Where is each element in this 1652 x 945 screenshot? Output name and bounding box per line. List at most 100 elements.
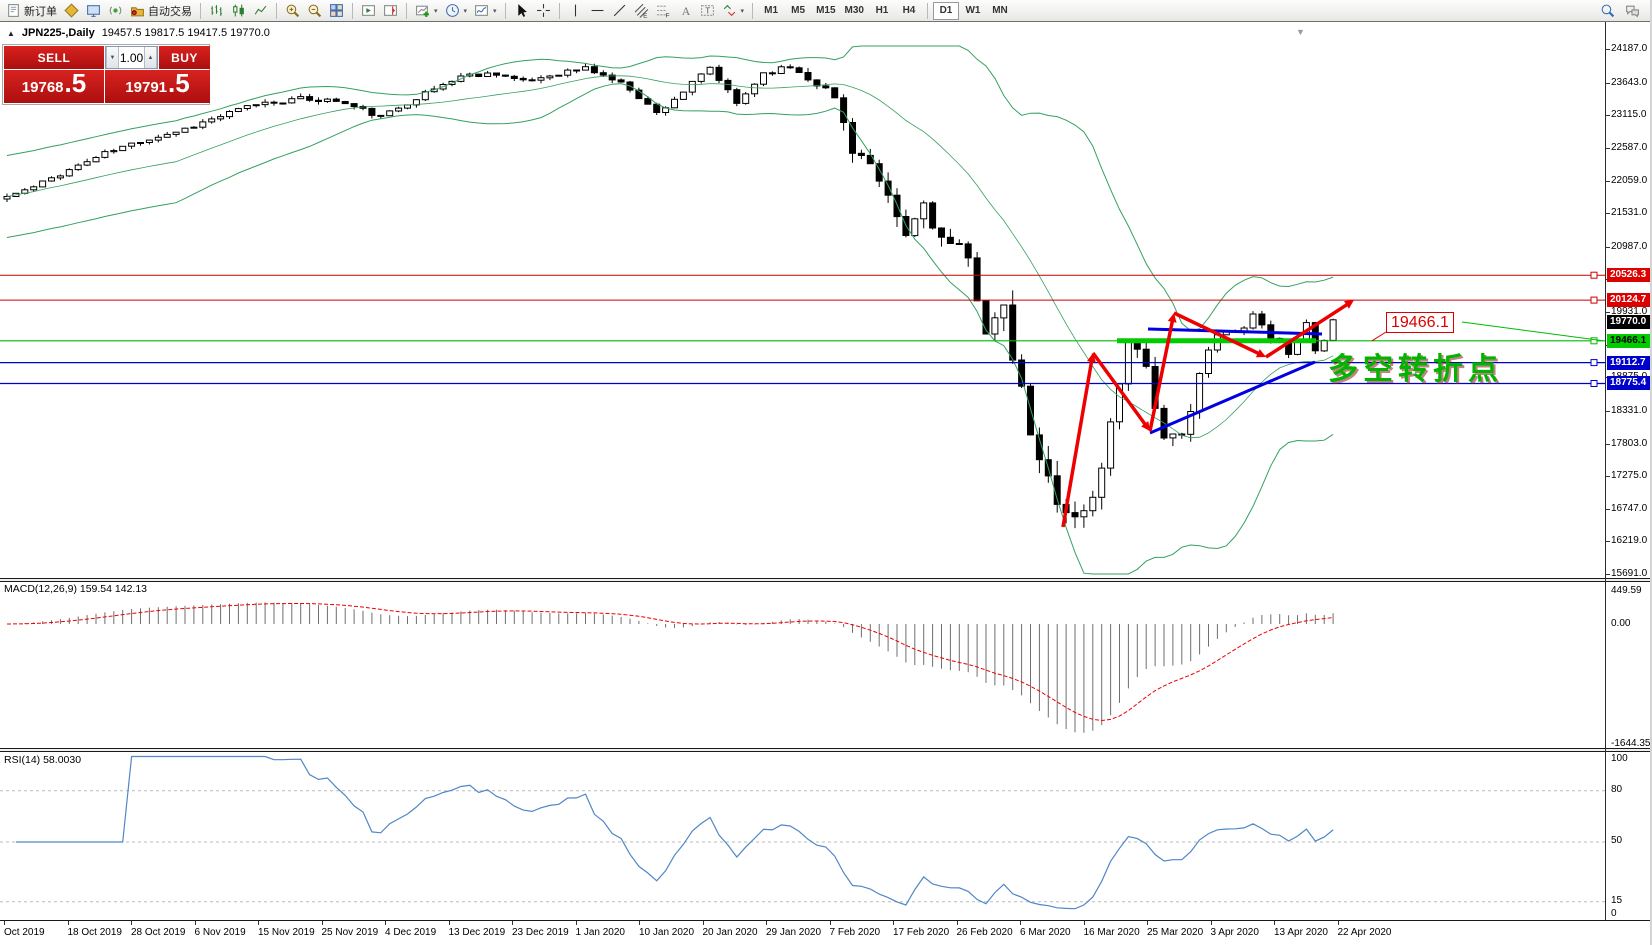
market-watch-button[interactable]: [61, 1, 82, 21]
zoom-in-button[interactable]: [282, 1, 303, 21]
volume-increase-button[interactable]: ▲: [144, 47, 157, 68]
timeframe-m30-button[interactable]: M30: [841, 2, 868, 20]
shapes-button[interactable]: ▾: [719, 1, 748, 21]
label-icon: T: [700, 3, 715, 18]
cursor-button[interactable]: [511, 1, 532, 21]
sell-price-button[interactable]: 19768 .5: [4, 70, 104, 103]
autoscroll-button[interactable]: [358, 1, 379, 21]
timeframe-h4-button[interactable]: H4: [896, 2, 922, 20]
search-button[interactable]: [1597, 1, 1618, 21]
svg-text:A: A: [681, 5, 690, 18]
timeframe-m5-button[interactable]: M5: [785, 2, 811, 20]
date-tick: [321, 921, 323, 925]
date-label: 3 Apr 2020: [1210, 927, 1259, 938]
timeframe-m1-button[interactable]: M1: [758, 2, 784, 20]
annotation-cn-text[interactable]: 多空转折点: [1328, 353, 1503, 386]
price-tick: [1605, 541, 1610, 542]
toolbar: 新订单 自动交易 ▾ ▾ ▾ E F A T ▾ M1 M5 M15 M30 H1 H4 D1 W1 MN: [0, 0, 1650, 22]
rsi-panel-canvas[interactable]: [0, 752, 1605, 920]
line-chart-button[interactable]: [250, 1, 271, 21]
buy-price-frac: .5: [168, 68, 190, 98]
zoom-out-button[interactable]: [304, 1, 325, 21]
tile-windows-button[interactable]: [326, 1, 347, 21]
date-tick: [829, 921, 831, 925]
price-tick-label: 16219.0: [1611, 535, 1648, 546]
price-tick-label: 20987.0: [1611, 241, 1648, 252]
volume-decrease-button[interactable]: ▼: [106, 47, 119, 68]
new-order-button[interactable]: 新订单: [3, 1, 60, 21]
price-tick-label: 17803.0: [1611, 438, 1648, 449]
chart-shift-button[interactable]: [380, 1, 401, 21]
date-tick: [194, 921, 196, 925]
date-axis-border: [0, 920, 1650, 921]
price-axis-border: [1605, 22, 1606, 920]
rsi-scale-label: 50: [1611, 835, 1623, 846]
toolbar-separator: [752, 2, 754, 19]
annotation-price-label[interactable]: 19466.1: [1386, 312, 1454, 333]
timeframe-mn-button[interactable]: MN: [987, 2, 1013, 20]
vline-icon: [568, 3, 583, 18]
macd-label: MACD(12,26,9) 159.54 142.13: [4, 583, 148, 595]
collapse-icon[interactable]: ▼: [1296, 27, 1305, 37]
buy-price-button[interactable]: 19791 .5: [105, 70, 210, 103]
date-tick: [258, 921, 259, 925]
chat-icon: [1625, 3, 1640, 18]
draw-tools-group: E F A T ▾: [511, 1, 748, 21]
date-label: 1 Jan 2020: [575, 927, 626, 938]
chart-shift-icon: [383, 3, 398, 18]
panel-splitter[interactable]: [0, 748, 1650, 752]
crosshair-button[interactable]: [533, 1, 554, 21]
timeframe-h1-button[interactable]: H1: [869, 2, 895, 20]
tile-windows-icon: [329, 3, 344, 18]
channel-button[interactable]: E: [631, 1, 652, 21]
trendline-icon: [612, 3, 627, 18]
toolbar-separator: [558, 2, 560, 19]
add-chart-button[interactable]: ▾: [412, 1, 441, 21]
price-tag: 18775.4: [1607, 376, 1650, 390]
panel-splitter[interactable]: [0, 578, 1650, 582]
date-tick: [639, 921, 640, 925]
rsi-scale-label: 100: [1611, 753, 1628, 764]
vline-button[interactable]: [565, 1, 586, 21]
templates-button[interactable]: ▾: [471, 1, 500, 21]
sell-button[interactable]: SELL: [4, 46, 104, 69]
terminal-button[interactable]: [83, 1, 104, 21]
toolbar-separator: [276, 2, 277, 19]
fibonacci-button[interactable]: F: [653, 1, 674, 21]
main-chart-canvas[interactable]: [0, 22, 1605, 578]
buy-button[interactable]: BUY: [159, 46, 210, 69]
sell-price-frac: .5: [64, 68, 87, 98]
price-tick: [1605, 115, 1610, 116]
autotrade-label: 自动交易: [148, 5, 192, 18]
trendline-button[interactable]: [609, 1, 630, 21]
candles-chart-button[interactable]: [228, 1, 249, 21]
date-tick: [702, 921, 704, 925]
chat-button[interactable]: [1622, 1, 1643, 21]
signal-icon: [108, 3, 123, 18]
toolbar-separator: [406, 2, 407, 19]
label-button[interactable]: T: [697, 1, 718, 21]
period-button[interactable]: ▾: [442, 1, 471, 21]
signal-button[interactable]: [105, 1, 126, 21]
volume-stepper: ▼ 1.00 ▲: [105, 46, 158, 69]
price-tick: [1605, 83, 1610, 84]
date-tick: [893, 921, 894, 925]
autotrade-button[interactable]: 自动交易: [127, 1, 195, 21]
rsi-scale-label: 15: [1611, 895, 1623, 906]
timeframe-d1-button[interactable]: D1: [932, 1, 959, 20]
search-icon: [1600, 3, 1615, 18]
timeframe-w1-button[interactable]: W1: [960, 2, 986, 20]
hline-button[interactable]: [587, 1, 608, 21]
macd-panel-canvas[interactable]: [0, 582, 1605, 748]
text-button[interactable]: A: [675, 1, 696, 21]
timeframe-m15-button[interactable]: M15: [812, 2, 839, 20]
chevron-down-icon: ▾: [434, 7, 438, 15]
volume-input[interactable]: 1.00: [119, 50, 144, 65]
date-label: 15 Nov 2019: [258, 927, 315, 938]
date-label: 29 Jan 2020: [766, 927, 822, 938]
toolbar-right-group: [1597, 1, 1649, 21]
date-label: 28 Oct 2019: [131, 927, 186, 938]
macd-scale-label: -1644.35: [1611, 738, 1651, 749]
bars-chart-button[interactable]: [206, 1, 227, 21]
